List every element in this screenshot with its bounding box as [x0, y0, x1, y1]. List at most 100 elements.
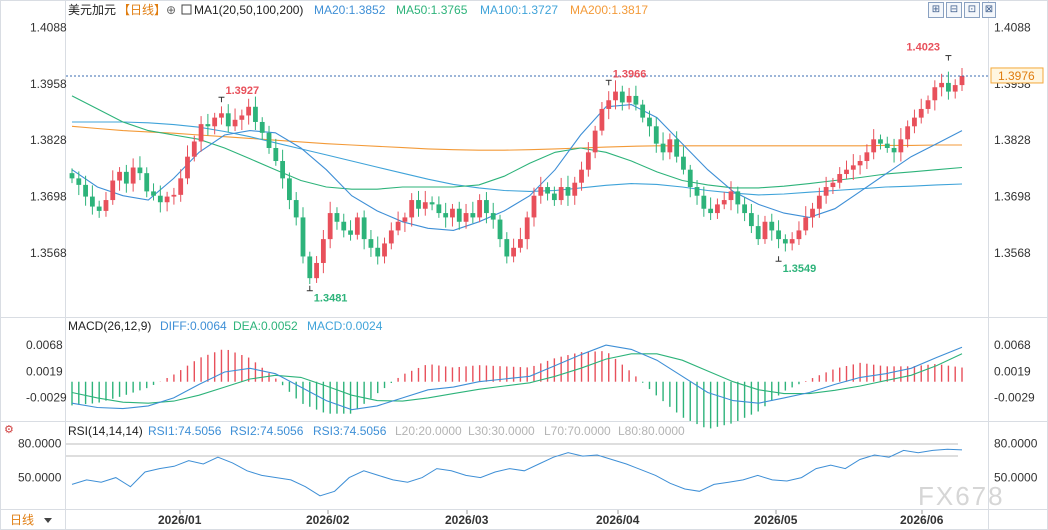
current-price-text: 1.3976: [998, 69, 1035, 83]
macd-tick-left: -0.0029: [26, 390, 67, 404]
toolbar-fullscreen-icon[interactable]: ⊠: [982, 2, 996, 18]
candle-body: [626, 95, 632, 103]
candle-body: [728, 191, 734, 201]
candle-body: [307, 256, 313, 279]
candle-body: [830, 182, 836, 188]
high-mar-label: 1.3966: [613, 68, 647, 80]
candle-body: [592, 130, 598, 153]
candle-body: [287, 178, 292, 201]
candle-body: [585, 152, 591, 170]
rsi-l20: L20:20.0000: [395, 424, 462, 438]
candle-body: [579, 169, 584, 183]
macd-diff-value: DIFF:0.0064: [160, 319, 227, 333]
candle-body: [436, 204, 442, 214]
candle-body: [939, 82, 945, 88]
time-label: 2026/06: [900, 513, 944, 527]
time-label: 2026/02: [306, 513, 350, 527]
candle-body: [83, 184, 88, 197]
candle-body: [619, 91, 625, 103]
candle-body: [633, 95, 639, 105]
candle-body: [572, 182, 578, 196]
candle-body: [232, 119, 238, 127]
candle-body: [348, 230, 353, 235]
candle-body: [185, 156, 190, 179]
current-price-tag: [990, 67, 1044, 84]
price-tick-right: 1.3698: [994, 190, 1031, 204]
candle-body: [864, 152, 870, 162]
time-axis: 2026/01 2026/02 2026/03 2026/04 2026/05 2026/…: [158, 510, 944, 527]
candle-body: [151, 191, 156, 196]
candle-body: [76, 178, 82, 185]
candle-body: [205, 124, 211, 127]
candle-body: [266, 132, 272, 148]
candle-body: [450, 208, 455, 218]
period-dropdown-icon[interactable]: [44, 518, 52, 523]
ma50-value: MA50:1.3765: [396, 3, 468, 17]
candle-body: [402, 217, 408, 222]
candle-body: [490, 213, 496, 220]
candle-body: [796, 230, 802, 240]
candle-body: [674, 139, 680, 157]
rsi1-value: RSI1:74.5056: [148, 424, 222, 438]
candle-body: [647, 117, 652, 127]
moving-average-lines: [71, 95, 963, 231]
rsi-gear-icon[interactable]: ⚙: [4, 424, 14, 436]
candle-body: [456, 208, 462, 222]
rsi-l70: L70:70.0000: [544, 424, 611, 438]
candle-body: [246, 106, 252, 116]
toolbar-zoom-in-icon[interactable]: ⊞: [928, 2, 944, 18]
candle-body: [551, 193, 557, 201]
candle-body: [558, 187, 564, 201]
price-annotations: 1.3927 1.3481 1.3966 1.3549 1.4023: [218, 42, 952, 305]
ma-toggle-icon[interactable]: [181, 4, 192, 15]
candle-body: [368, 239, 374, 248]
price-tick-left: 1.3958: [30, 77, 67, 91]
watermark: FX678: [918, 481, 1005, 511]
candle-body: [667, 139, 673, 153]
time-label: 2026/04: [596, 513, 640, 527]
macd-header: MACD(26,12,9) DIFF:0.0064 DEA:0.0052 MAC…: [68, 319, 383, 333]
settings-icon[interactable]: ⊕: [166, 3, 176, 17]
candle-body: [850, 165, 856, 170]
candle-body: [789, 239, 795, 244]
candle-body: [212, 117, 218, 127]
candle-body: [837, 174, 843, 183]
rsi-l30: L30:30.0000: [468, 424, 535, 438]
candle-body: [123, 171, 129, 184]
low-may-label: 1.3549: [783, 263, 817, 275]
candle-body: [810, 208, 815, 218]
low-feb-label: 1.3481: [314, 293, 348, 305]
candle-body: [382, 243, 387, 257]
candle-body: [69, 173, 75, 179]
toolbar-zoom-out-icon[interactable]: ⊟: [946, 2, 962, 18]
period-tag: 【日线】: [118, 3, 166, 17]
macd-dea-line: [71, 353, 963, 404]
candle-body: [823, 187, 829, 196]
high-jan-label: 1.3927: [225, 85, 259, 97]
candle-body: [273, 147, 279, 162]
candle-body: [395, 221, 401, 231]
candle-body: [878, 139, 883, 144]
candle-body: [653, 126, 659, 144]
candle-body: [538, 187, 544, 196]
candle-body: [429, 202, 435, 205]
candle-body: [803, 217, 809, 231]
time-label: 2026/03: [445, 513, 489, 527]
candle-body: [361, 217, 367, 240]
candle-body: [137, 167, 143, 174]
candle-body: [130, 167, 136, 184]
candle-body: [484, 200, 489, 214]
candle-body: [144, 173, 150, 192]
ma50-line: [71, 95, 963, 190]
candle-body: [857, 161, 863, 166]
candle-body: [769, 221, 775, 231]
candle-body: [871, 139, 877, 153]
toolbar-fit-icon[interactable]: ⊡: [964, 2, 980, 18]
period-button[interactable]: 日线: [10, 513, 34, 527]
macd-label: MACD(26,12,9): [68, 319, 151, 333]
rsi3-value: RSI3:74.5056: [313, 424, 387, 438]
candle-body: [334, 213, 340, 222]
macd-lines: [71, 344, 963, 411]
